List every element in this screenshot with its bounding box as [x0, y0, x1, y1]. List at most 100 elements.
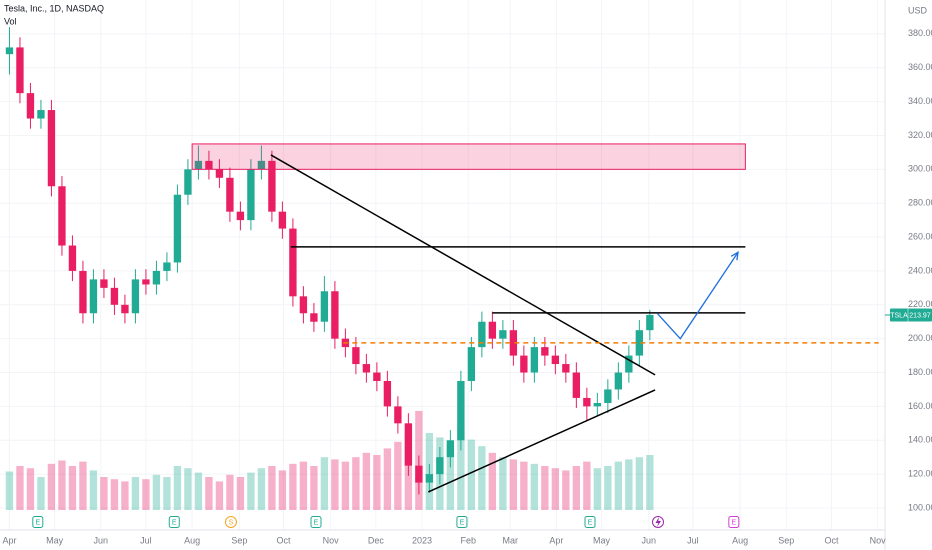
volume-bar [520, 461, 528, 510]
candle-body [320, 291, 329, 322]
volume-bar [604, 466, 612, 510]
candle-body [37, 110, 45, 119]
volume-bar [310, 466, 318, 510]
x-tick-label: Oct [824, 535, 839, 545]
volume-bar [173, 466, 182, 510]
candle-body [68, 245, 77, 271]
volume-bar [215, 481, 224, 510]
volume-bar [142, 479, 150, 510]
candle-body [289, 228, 297, 297]
volume-bar [299, 461, 308, 510]
x-tick-label: 2023 [412, 535, 432, 545]
y-tick-label: 320.00 [908, 130, 932, 140]
volume-bar [509, 459, 518, 510]
currency: USD [908, 5, 928, 15]
candle-body [110, 287, 119, 305]
x-tick-label: Apr [549, 535, 563, 545]
event-label: E [172, 519, 177, 526]
y-tick-label: 100.00 [908, 502, 932, 512]
volume-bar [551, 468, 560, 510]
candle-body [572, 372, 581, 398]
candle-body [509, 330, 518, 356]
volume-bar [121, 481, 129, 510]
volume-bar [478, 446, 486, 510]
volume-bar [373, 455, 381, 510]
candle-body [583, 397, 591, 407]
last-price-label: 213.97 [909, 312, 931, 319]
volume [5, 411, 654, 510]
volume-label: Vol [4, 16, 17, 26]
candle-body [499, 330, 507, 339]
candle-body [58, 186, 66, 246]
volume-bar [572, 466, 581, 510]
candle-body [205, 160, 213, 170]
volume-bar [383, 448, 392, 510]
volume-bar [37, 477, 45, 510]
y-tick-label: 220.00 [908, 299, 932, 309]
candle-body [562, 364, 570, 373]
y-tick-label: 300.00 [908, 164, 932, 174]
volume-bar [446, 444, 455, 510]
candle-body [257, 160, 266, 170]
candle-body [614, 372, 623, 390]
chart-title: Tesla, Inc., 1D, NASDAQ [4, 3, 104, 13]
y-tick-label: 120.00 [908, 468, 932, 478]
volume-bar [394, 441, 402, 510]
candle-body [278, 211, 287, 229]
volume-bar [614, 461, 623, 510]
candle-body [121, 304, 129, 314]
candle-body [47, 110, 56, 187]
event-marker [310, 516, 322, 528]
candle-body [394, 406, 402, 424]
x-tick-label: Nov [323, 535, 340, 545]
volume-bar [278, 470, 287, 510]
event-label: E [460, 519, 465, 526]
volume-bar [257, 468, 266, 510]
x-tick-label: Feb [460, 535, 476, 545]
volume-bar [100, 477, 108, 510]
volume-bar [457, 428, 465, 510]
candle-body [635, 330, 644, 356]
x-tick-label: Sep [778, 535, 794, 545]
candle-body [404, 423, 413, 466]
grid [0, 0, 885, 530]
event-label: S [229, 519, 234, 526]
candle-body [625, 355, 633, 373]
candle-body [16, 47, 24, 94]
candle-body [131, 279, 140, 314]
candle-body [352, 347, 360, 365]
candle-body [331, 291, 339, 339]
event-label: E [314, 519, 319, 526]
y-tick-label: 360.00 [908, 62, 932, 72]
volume-bar [320, 457, 329, 510]
candle-body [194, 160, 203, 170]
candle-body [79, 270, 87, 314]
volume-bar [362, 452, 371, 510]
event-marker [728, 516, 740, 528]
candle-body [383, 380, 392, 407]
trend-line [270, 154, 656, 376]
volume-bar [184, 468, 192, 510]
volume-bar [79, 461, 87, 510]
zone [191, 143, 746, 170]
event-marker [32, 516, 44, 528]
candle-body [163, 262, 171, 271]
candle-body [236, 211, 245, 221]
candle-body [268, 160, 276, 212]
volume-bar [541, 466, 549, 510]
candle-body [488, 321, 497, 339]
x-tick-label: Nov [870, 535, 887, 545]
candle-body [530, 347, 539, 373]
volume-bar [5, 471, 14, 510]
x-tick-label: Jun [94, 535, 109, 545]
x-tick-label: Aug [184, 535, 200, 545]
volume-bar [625, 459, 633, 510]
candle-body [89, 279, 98, 314]
x-tick-label: Mar [502, 535, 518, 545]
candle-body [415, 465, 423, 483]
candle-body [541, 347, 549, 356]
candle-body [184, 169, 192, 195]
volume-bar [58, 460, 66, 510]
trend-line [428, 389, 656, 493]
